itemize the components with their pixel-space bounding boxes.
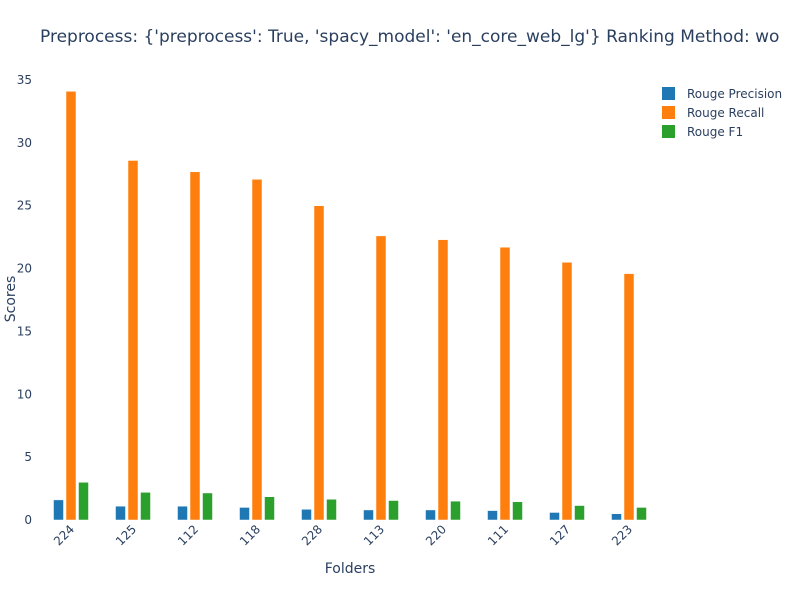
chart-title: Preprocess: {'preprocess': True, 'spacy_… bbox=[40, 27, 779, 47]
bar-rouge-precision-112[interactable] bbox=[177, 505, 188, 521]
legend-swatch bbox=[662, 125, 675, 138]
legend-swatch bbox=[662, 106, 675, 119]
y-tick-label: 10 bbox=[17, 387, 32, 401]
bar-rouge-precision-228[interactable] bbox=[301, 509, 312, 521]
bar-rouge-precision-223[interactable] bbox=[611, 513, 622, 521]
y-tick-label: 30 bbox=[17, 136, 32, 150]
y-tick-label: 35 bbox=[17, 73, 32, 87]
x-tick-label: 118 bbox=[237, 522, 263, 548]
legend[interactable]: Rouge Precision Rouge Recall Rouge F1 bbox=[662, 87, 782, 139]
bar-rouge-recall-112[interactable] bbox=[189, 171, 201, 521]
bar-rouge-recall-224[interactable] bbox=[65, 91, 77, 521]
bar-rouge-f1-224[interactable] bbox=[78, 482, 89, 521]
bar-rouge-precision-125[interactable] bbox=[115, 505, 126, 521]
bar-rouge-recall-125[interactable] bbox=[127, 160, 139, 521]
legend-swatch bbox=[662, 87, 675, 100]
bar-rouge-f1-220[interactable] bbox=[450, 500, 461, 521]
bar-rouge-recall-220[interactable] bbox=[437, 239, 449, 521]
x-axis-title: Folders bbox=[325, 561, 376, 577]
bar-rouge-f1-127[interactable] bbox=[574, 505, 585, 521]
x-tick-label: 111 bbox=[485, 522, 511, 548]
bar-rouge-precision-127[interactable] bbox=[549, 512, 560, 521]
bar-rouge-f1-228[interactable] bbox=[326, 499, 337, 521]
x-tick-label: 112 bbox=[175, 522, 201, 548]
x-tick-label: 113 bbox=[361, 522, 387, 548]
legend-label: Rouge F1 bbox=[687, 125, 743, 139]
legend-item-rouge-f1[interactable]: Rouge F1 bbox=[662, 125, 743, 139]
x-tick-label: 125 bbox=[113, 522, 139, 548]
bar-rouge-precision-220[interactable] bbox=[425, 509, 436, 521]
bar-rouge-precision-111[interactable] bbox=[487, 510, 498, 521]
bar-rouge-precision-113[interactable] bbox=[363, 509, 374, 521]
x-axis-ticks: 224 125 112 118 228 113 220 111 127 223 bbox=[51, 522, 635, 548]
bar-rouge-recall-228[interactable] bbox=[313, 205, 325, 521]
x-tick-label: 223 bbox=[609, 522, 635, 548]
y-tick-label: 0 bbox=[24, 513, 32, 527]
y-axis-ticks: 0 5 10 15 20 25 30 35 bbox=[17, 73, 32, 527]
bar-rouge-recall-111[interactable] bbox=[499, 246, 511, 521]
bar-rouge-precision-224[interactable] bbox=[53, 499, 64, 521]
y-axis-title: Scores bbox=[3, 276, 19, 323]
legend-label: Rouge Recall bbox=[687, 106, 764, 120]
bar-rouge-precision-118[interactable] bbox=[239, 507, 250, 521]
bar-rouge-f1-118[interactable] bbox=[264, 496, 275, 521]
bar-rouge-f1-113[interactable] bbox=[388, 500, 399, 521]
bar-rouge-f1-112[interactable] bbox=[202, 492, 213, 521]
plot-area bbox=[40, 79, 660, 521]
y-tick-label: 15 bbox=[17, 324, 32, 338]
y-tick-label: 20 bbox=[17, 262, 32, 276]
legend-item-rouge-recall[interactable]: Rouge Recall bbox=[662, 106, 764, 120]
x-tick-label: 228 bbox=[299, 522, 325, 548]
bar-rouge-recall-118[interactable] bbox=[251, 179, 263, 521]
bar-rouge-f1-223[interactable] bbox=[636, 507, 647, 521]
x-tick-label: 224 bbox=[51, 522, 77, 548]
y-tick-label: 25 bbox=[17, 199, 32, 213]
bar-rouge-f1-111[interactable] bbox=[512, 501, 523, 521]
y-tick-label: 5 bbox=[24, 450, 32, 464]
bar-rouge-recall-113[interactable] bbox=[375, 235, 387, 521]
legend-label: Rouge Precision bbox=[687, 87, 782, 101]
x-tick-label: 220 bbox=[423, 522, 449, 548]
legend-item-rouge-precision[interactable]: Rouge Precision bbox=[662, 87, 782, 101]
x-tick-label: 127 bbox=[547, 522, 573, 548]
bar-rouge-recall-223[interactable] bbox=[623, 273, 635, 521]
bar-rouge-f1-125[interactable] bbox=[140, 492, 151, 521]
bar-rouge-recall-127[interactable] bbox=[561, 262, 573, 521]
